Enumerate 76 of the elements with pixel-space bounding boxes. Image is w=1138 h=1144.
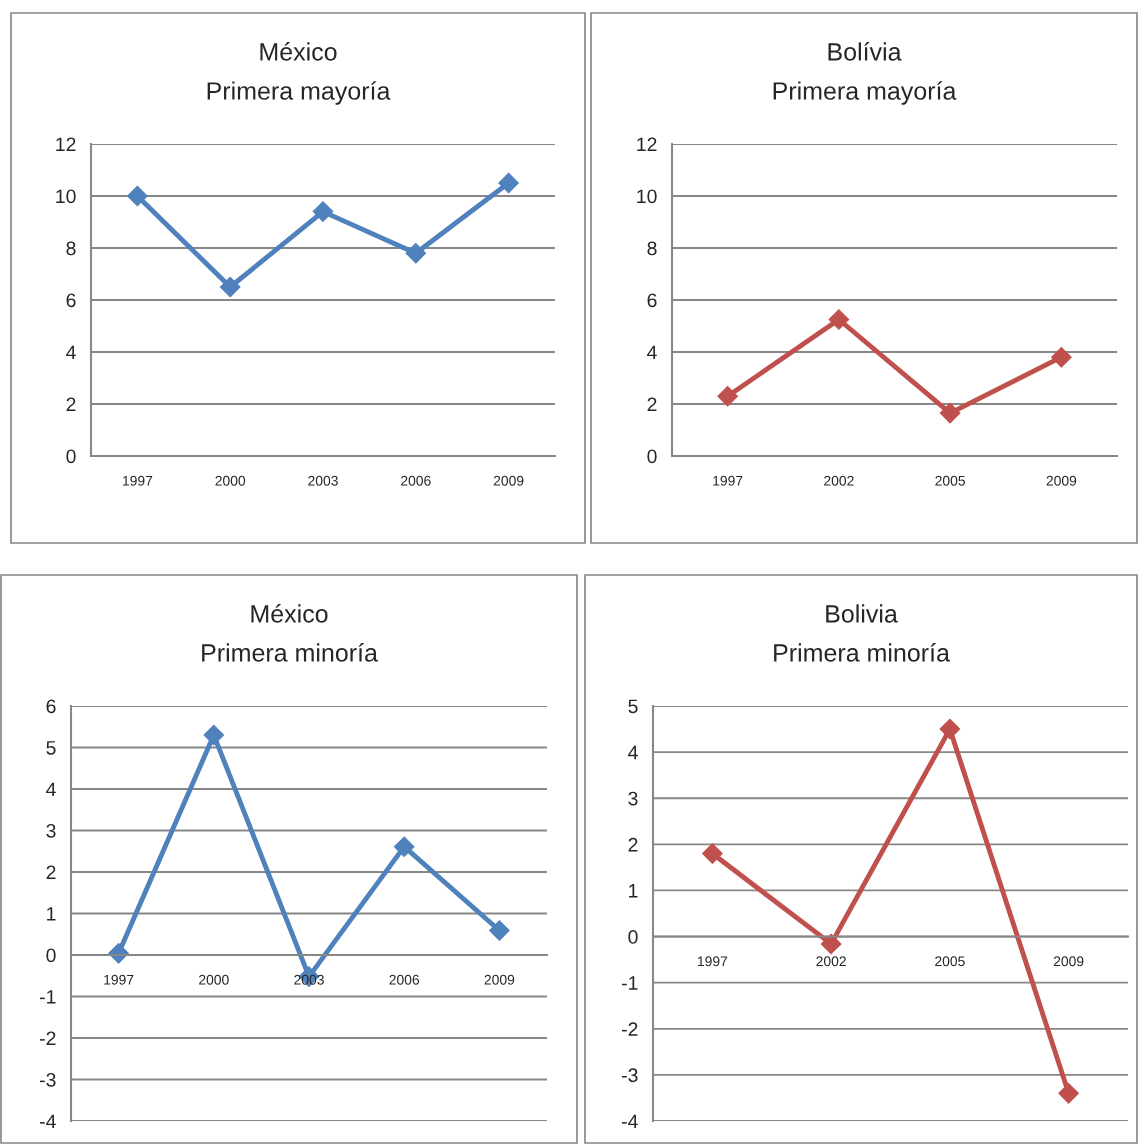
- point: [1051, 346, 1072, 368]
- y-tick-label: 0: [46, 948, 56, 963]
- x-tick-label: 2000: [199, 974, 229, 985]
- point: [312, 201, 334, 222]
- chart-subtitle: Primera minoría: [202, 643, 378, 662]
- x-tick-label: 2009: [1053, 956, 1084, 967]
- x-tick-label: 2005: [935, 956, 965, 967]
- chart-title: Bolivia: [826, 604, 898, 623]
- chart-title: México: [260, 42, 337, 61]
- y-tick-label: 5: [628, 699, 638, 714]
- point: [939, 718, 961, 740]
- y-tick-label: 2: [46, 865, 56, 880]
- point: [498, 172, 519, 194]
- x-tick-label: 2006: [401, 475, 431, 486]
- y-tick-label: -1: [39, 990, 56, 1004]
- point: [219, 276, 241, 298]
- y-tick-label: 2: [628, 837, 638, 852]
- y-tick-label: -4: [39, 1114, 56, 1129]
- point: [939, 402, 961, 424]
- y-tick-label: 6: [647, 293, 657, 308]
- x-tick-label: 2009: [1046, 475, 1077, 486]
- y-tick-label: 10: [56, 189, 76, 204]
- chart-subtitle: Primera mayoría: [207, 81, 391, 105]
- x-tick-label: 2003: [308, 475, 338, 486]
- chart-subtitle: Primera mayoría: [773, 81, 957, 105]
- point: [127, 185, 148, 207]
- y-tick-label: 8: [647, 241, 657, 256]
- point: [820, 933, 842, 955]
- y-tick-label: -3: [621, 1068, 638, 1083]
- x-tick-label: 2009: [484, 974, 515, 985]
- point: [717, 385, 738, 407]
- y-tick-label: -4: [621, 1114, 638, 1129]
- point: [405, 242, 427, 264]
- y-tick-label: 2: [66, 397, 76, 412]
- y-tick-label: 12: [637, 137, 657, 152]
- x-tick-label: 2000: [215, 475, 246, 486]
- y-tick-label: 0: [647, 449, 657, 464]
- point: [828, 309, 850, 330]
- point: [1058, 1082, 1079, 1104]
- x-tick-label: 1997: [697, 956, 728, 967]
- y-tick-label: 2: [647, 397, 657, 412]
- x-tick-label: 2006: [389, 974, 420, 985]
- y-tick-label: -2: [621, 1022, 638, 1036]
- y-tick-label: 0: [66, 449, 76, 464]
- point: [203, 724, 225, 746]
- x-tick-label: 1997: [123, 475, 153, 486]
- y-tick-label: 3: [628, 791, 638, 806]
- x-tick-label: 2009: [493, 475, 524, 486]
- x-tick-label: 1997: [104, 974, 134, 985]
- chart-title: Bolívia: [828, 42, 902, 61]
- point: [489, 920, 510, 941]
- x-tick-label: 2005: [935, 475, 965, 486]
- y-tick-label: 5: [46, 741, 56, 755]
- point: [702, 843, 723, 864]
- y-tick-label: 0: [628, 930, 638, 944]
- chart-subtitle: Primera minoría: [774, 643, 950, 662]
- y-tick-label: 10: [637, 189, 657, 204]
- x-tick-label: 2002: [824, 475, 854, 486]
- point: [393, 836, 415, 858]
- x-tick-label: 1997: [713, 475, 743, 486]
- y-tick-label: -1: [621, 976, 638, 990]
- y-tick-label: 1: [629, 884, 638, 898]
- y-tick-label: -3: [39, 1072, 56, 1087]
- x-tick-label: 2002: [816, 956, 846, 967]
- y-tick-label: 6: [66, 293, 76, 308]
- y-tick-label: 4: [628, 745, 638, 760]
- y-tick-label: 6: [46, 699, 56, 714]
- y-tick-label: 8: [66, 241, 76, 256]
- y-tick-label: 4: [66, 345, 76, 360]
- y-tick-label: 4: [647, 345, 657, 360]
- y-tick-label: 1: [47, 907, 56, 921]
- y-tick-label: 3: [46, 823, 56, 838]
- y-tick-label: -2: [39, 1031, 56, 1046]
- y-tick-label: 4: [46, 782, 56, 797]
- chart-title: México: [251, 604, 328, 623]
- y-tick-label: 12: [56, 137, 76, 152]
